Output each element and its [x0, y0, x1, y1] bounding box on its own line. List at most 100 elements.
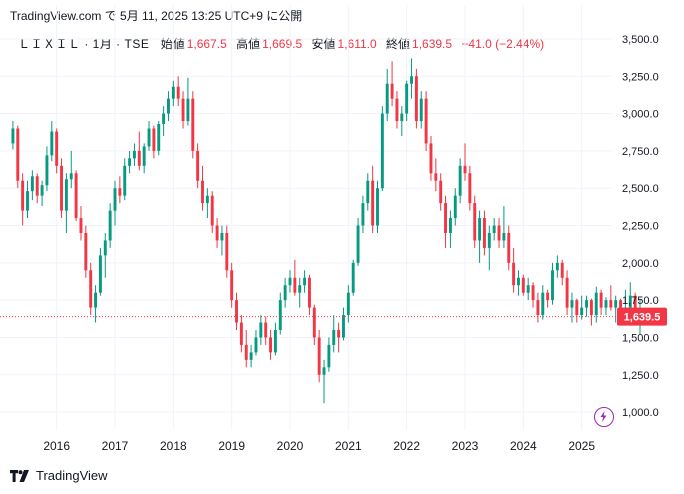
candle — [551, 262, 554, 305]
candle — [84, 225, 88, 278]
candle — [536, 292, 540, 323]
candle — [103, 232, 107, 278]
candle — [453, 188, 457, 226]
candle — [400, 106, 404, 136]
candle — [201, 165, 204, 211]
candle — [458, 158, 462, 204]
candle — [225, 225, 229, 278]
candle — [361, 195, 365, 233]
candle — [609, 285, 613, 311]
x-tick-label: 2016 — [43, 439, 70, 453]
y-tick-label: 1,500.0 — [622, 332, 659, 344]
candle — [448, 210, 452, 248]
candle — [210, 191, 214, 233]
y-tick-label: 2,250.0 — [622, 221, 659, 233]
x-tick-label: 2025 — [568, 439, 595, 453]
candle — [74, 170, 78, 222]
candle — [118, 176, 122, 204]
candle — [351, 259, 355, 296]
close-value: 1,639.5 — [412, 37, 453, 51]
candle — [429, 135, 433, 181]
candle — [356, 218, 360, 266]
candle — [128, 150, 132, 174]
candle — [45, 146, 49, 192]
candle — [249, 344, 253, 368]
candle — [541, 285, 545, 320]
price-chart[interactable]: 1,639.5 1,000.0 1,250.0 1,500.0 1,750.0 2,00… — [0, 0, 684, 460]
candle — [293, 259, 297, 296]
x-tick-label: 2019 — [218, 439, 245, 453]
candle — [473, 195, 477, 248]
candle — [371, 165, 375, 233]
y-tick-label: 3,500.0 — [622, 34, 659, 46]
candle — [307, 274, 311, 316]
candle — [589, 298, 593, 326]
candle — [259, 315, 263, 345]
x-tick-label: 2020 — [277, 439, 304, 453]
candle — [380, 106, 384, 192]
candle — [580, 295, 584, 320]
candle — [273, 322, 277, 356]
x-tick-label: 2022 — [393, 439, 420, 453]
publish-header: TradingView.com で 5月 11, 2025 13:25 UTC+… — [10, 9, 303, 23]
candle — [16, 125, 20, 189]
candle — [332, 315, 336, 353]
x-tick-label: 2018 — [160, 439, 187, 453]
candle — [497, 218, 501, 248]
candle — [521, 274, 525, 296]
candle — [575, 298, 579, 323]
candle — [585, 295, 588, 317]
candle — [434, 158, 438, 192]
candle — [157, 121, 161, 156]
tradingview-logo-icon — [10, 469, 30, 482]
candle — [604, 297, 608, 316]
candle — [366, 173, 370, 211]
candles — [11, 58, 647, 404]
y-tick-label: 2,750.0 — [622, 146, 659, 158]
current-price-line: 1,639.5 — [0, 307, 667, 326]
y-axis[interactable]: 1,000.0 1,250.0 1,500.0 1,750.0 2,000.0 2,250… — [622, 34, 659, 419]
candle — [94, 285, 98, 323]
candle — [220, 225, 224, 256]
candle — [463, 143, 467, 181]
candle — [55, 128, 59, 174]
candle — [142, 143, 146, 174]
candle — [191, 91, 195, 159]
price-badge-label: 1,639.5 — [624, 312, 661, 324]
candle — [478, 210, 482, 263]
candle — [152, 125, 156, 159]
open-label: 始値 — [160, 37, 185, 51]
candle — [254, 330, 258, 356]
y-tick-label: 1,250.0 — [622, 370, 659, 382]
close-label: 終値 — [386, 37, 411, 51]
candle — [171, 80, 175, 107]
candle — [50, 121, 54, 162]
candle — [123, 158, 127, 201]
candle — [230, 262, 234, 308]
candle — [132, 143, 136, 166]
candle — [215, 218, 219, 248]
x-tick-label: 2021 — [335, 439, 362, 453]
footer-brand[interactable]: TradingView — [36, 468, 108, 483]
y-tick-label: 1,000.0 — [622, 407, 659, 419]
high-value: 1,669.5 — [262, 37, 303, 51]
candle — [395, 91, 399, 129]
candle — [89, 262, 93, 316]
candle — [414, 68, 418, 129]
candle — [181, 91, 185, 129]
x-axis[interactable]: 2016 2017 2018 2019 2020 2021 2022 2023 2024 2025 — [43, 439, 595, 453]
candle — [376, 180, 379, 233]
candle — [555, 255, 559, 278]
candle — [337, 322, 341, 353]
symbol-label[interactable]: ＬＩＸＩＬ · 1月 · TSE — [18, 37, 150, 51]
candle — [546, 289, 550, 308]
candle — [492, 218, 496, 241]
candle — [69, 150, 73, 189]
lightning-icon[interactable] — [594, 407, 614, 427]
candle — [11, 121, 15, 150]
candle — [64, 173, 68, 233]
candle — [517, 270, 520, 296]
candle — [419, 91, 423, 129]
high-label: 高値 — [236, 37, 261, 51]
candle — [599, 289, 603, 316]
